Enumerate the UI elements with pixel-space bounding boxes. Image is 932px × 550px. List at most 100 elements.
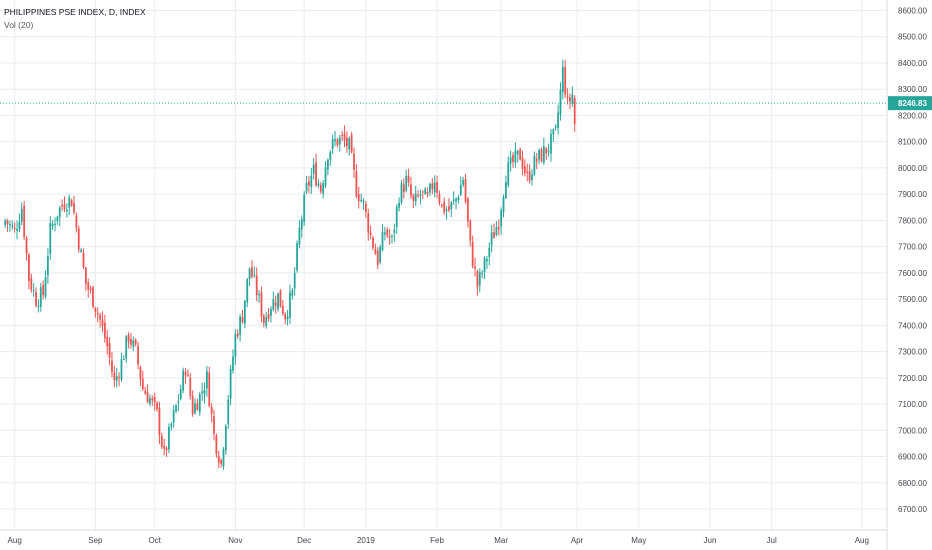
candle-body (504, 182, 507, 198)
candle-body (405, 176, 408, 191)
volume-indicator-label: Vol (20) (4, 20, 34, 30)
price-tick-label: 7000.00 (898, 426, 927, 435)
time-axis[interactable]: Aug Sep Oct Nov Dec 2019 Feb Mar Apr May Jun Jul Aug (8, 536, 869, 545)
candle-body (198, 393, 201, 413)
candle-body (68, 197, 71, 208)
time-tick-label: Apr (571, 536, 584, 545)
candle-body (175, 405, 177, 412)
candle-body (391, 235, 393, 237)
candle-body (113, 372, 116, 381)
candle-body (327, 160, 329, 170)
candle-body (44, 277, 47, 297)
candle-body (284, 313, 287, 320)
candle-body (262, 315, 265, 323)
candle-body (502, 196, 505, 213)
candle-body (187, 374, 189, 376)
price-tick-label: 6900.00 (898, 453, 927, 462)
time-tick-label: Feb (430, 536, 444, 545)
candle-body (291, 290, 294, 296)
candle-body (267, 313, 270, 319)
candle-body (436, 182, 438, 193)
candle-body (281, 305, 284, 314)
candle-body (28, 254, 30, 281)
candle-body (308, 181, 310, 186)
candle-body (210, 406, 213, 414)
candle-body (410, 184, 412, 196)
candle-body (402, 184, 405, 193)
price-tick-label: 6700.00 (898, 505, 927, 514)
candle-body (353, 153, 355, 170)
candle-body (260, 292, 263, 317)
price-tick-label: 7400.00 (898, 321, 927, 330)
candle-body (134, 339, 137, 345)
candle-body (445, 209, 448, 211)
candle-body (213, 416, 215, 434)
candle-body (514, 151, 517, 163)
candle-body (542, 146, 545, 163)
candle-body (108, 343, 111, 358)
candle-body (379, 247, 382, 263)
candle-body (289, 292, 291, 318)
price-tick-label: 8300.00 (898, 85, 927, 94)
price-tick-label: 6800.00 (898, 479, 927, 488)
candle-body (137, 345, 139, 365)
candle-body (6, 220, 9, 225)
candle-body (547, 151, 550, 153)
candle-body (270, 309, 272, 316)
candle-body (232, 356, 234, 371)
candle-body (132, 340, 135, 347)
candle-body (248, 268, 251, 279)
candle-body (172, 410, 175, 423)
candle-body (189, 377, 192, 396)
price-axis[interactable]: 6700.00 6800.00 6900.00 7000.00 7100.00 7200.… (898, 6, 927, 514)
candle-body (538, 149, 541, 160)
candle-body (141, 378, 144, 390)
candle-body (521, 157, 524, 169)
candle-body (293, 272, 296, 289)
candle-body (429, 184, 431, 193)
candle-body (115, 376, 118, 381)
candle-body (73, 203, 75, 213)
candle-body (431, 183, 434, 190)
candle-body (317, 183, 320, 186)
candle-body (564, 67, 567, 95)
candle-body (236, 333, 239, 337)
candle-body (474, 266, 476, 269)
candle-body (144, 390, 147, 394)
candle-body (417, 194, 419, 196)
candle-body (478, 272, 481, 286)
candle-body (450, 202, 453, 210)
candle-body (139, 367, 142, 380)
candle-body (483, 258, 486, 273)
candle-body (438, 194, 441, 203)
candle-body (303, 194, 306, 223)
candle-body (559, 89, 562, 115)
price-tick-label: 8500.00 (898, 33, 927, 42)
candle-body (507, 162, 510, 186)
candle-body (168, 427, 170, 450)
candle-body (350, 134, 353, 153)
candle-body (493, 232, 495, 238)
candle-body (265, 317, 268, 326)
candle-body (151, 398, 154, 400)
candle-body (272, 299, 275, 310)
candle-body (424, 188, 427, 194)
candle-body (516, 151, 519, 155)
time-tick-label: Dec (297, 536, 311, 545)
candle-body (255, 275, 258, 295)
time-tick-label: Oct (148, 536, 161, 545)
candle-body (426, 192, 429, 195)
candle-body (476, 271, 479, 288)
candle-body (39, 287, 42, 307)
candle-body (324, 167, 327, 186)
candle-body (146, 392, 149, 403)
candle-body (485, 259, 488, 262)
candle-body (481, 272, 484, 274)
candle-body (495, 227, 498, 235)
candle-body (16, 228, 18, 231)
candle-body (279, 290, 282, 307)
candle-body (77, 228, 80, 250)
candle-body (99, 314, 102, 320)
candle-body (464, 178, 467, 202)
